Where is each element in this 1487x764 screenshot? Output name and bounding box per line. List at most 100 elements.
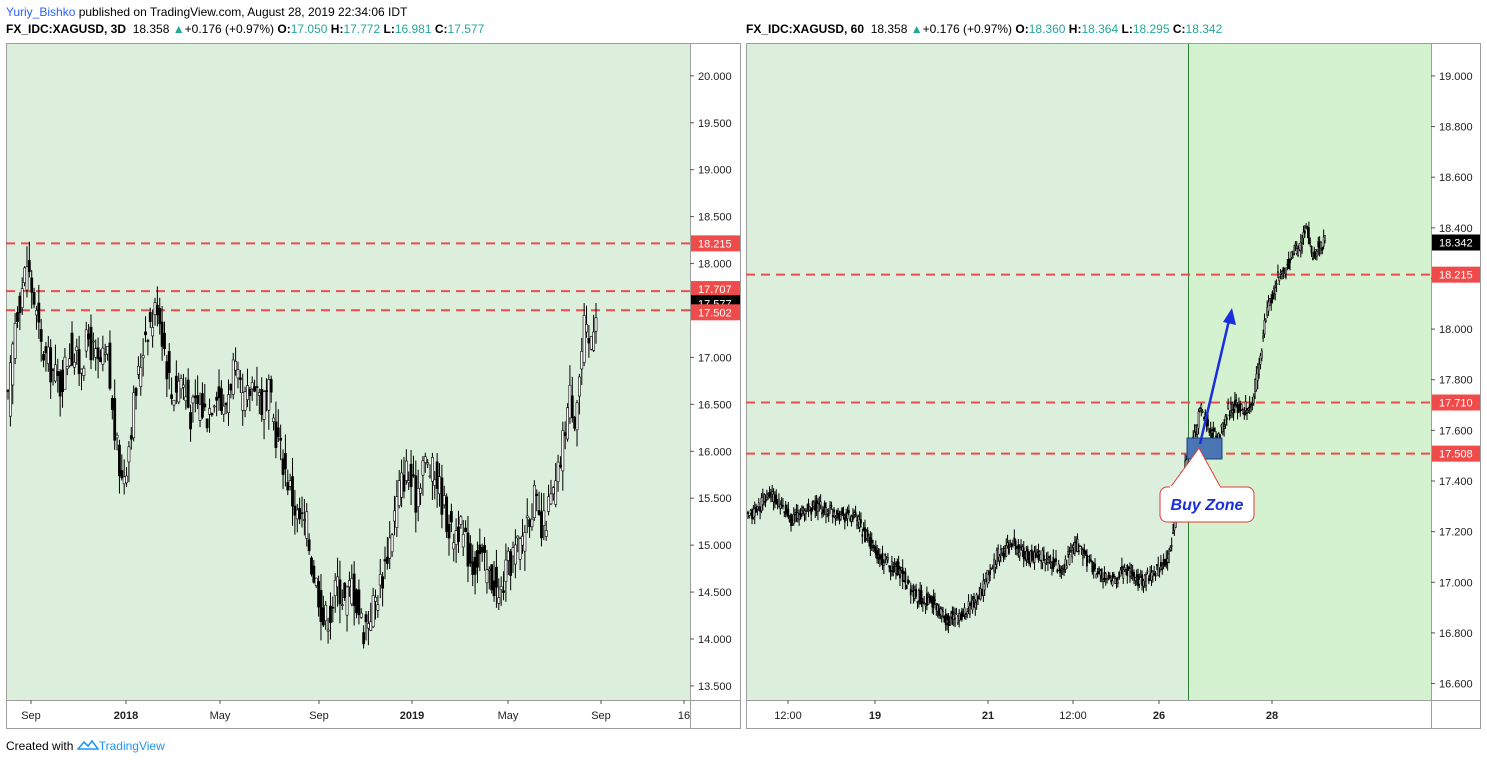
candle-body xyxy=(934,599,936,601)
chart2-symbol[interactable]: FX_IDC:XAGUSD, 60 xyxy=(746,22,865,36)
candle-body xyxy=(108,342,112,389)
price-tag-label: 17.710 xyxy=(1439,398,1473,410)
trend-arrow-line[interactable] xyxy=(1198,315,1232,445)
candle-body xyxy=(892,566,895,573)
candle-body xyxy=(817,503,819,513)
candle-body xyxy=(889,565,892,572)
price-tick-label: 19.500 xyxy=(698,118,732,130)
candle-body xyxy=(1022,547,1025,560)
candle-body xyxy=(464,527,467,533)
chart2-time-axis[interactable]: 12:00 19 21 12:00 26 28 xyxy=(774,700,1278,722)
chart1-price-axis[interactable]: 13.500 14.000 14.500 15.000 15.500 16.000 16.5… xyxy=(690,71,732,693)
candle-body xyxy=(1014,540,1017,550)
time-tick-label: May xyxy=(210,710,231,722)
candle-body xyxy=(784,504,787,515)
chart1-time-axis[interactable]: Sep 2018 May Sep 2019 May Sep 16 xyxy=(21,700,690,722)
candle-body xyxy=(46,346,50,365)
candle-body xyxy=(113,397,117,441)
buy-zone-rectangle[interactable] xyxy=(1186,437,1223,460)
candle-body xyxy=(919,590,922,605)
candle-body xyxy=(1026,548,1029,561)
time-tick-label: 28 xyxy=(1266,710,1278,722)
candle-body xyxy=(1252,395,1255,404)
candle-body xyxy=(556,461,560,483)
candle-body xyxy=(1317,241,1320,248)
candle-body xyxy=(77,349,81,375)
candle-body xyxy=(1197,411,1200,429)
candle-body xyxy=(1247,408,1250,411)
candle-body xyxy=(540,511,543,539)
candle-body xyxy=(1153,573,1156,575)
price-tag-label: 17.707 xyxy=(698,284,732,296)
candle-body xyxy=(1255,373,1258,391)
candle-body xyxy=(939,608,942,615)
candle-body xyxy=(895,566,897,574)
price-tag-box xyxy=(1432,266,1480,283)
candle-body xyxy=(1080,548,1083,550)
candle-body xyxy=(1299,241,1302,251)
candle-body xyxy=(838,514,841,519)
candle-body xyxy=(850,516,853,522)
candle-body xyxy=(234,361,238,371)
candle-body xyxy=(201,393,204,418)
chart2-highlight-region xyxy=(1188,43,1431,700)
candle-body xyxy=(1034,553,1037,558)
candle-body xyxy=(1250,403,1252,406)
candle-body xyxy=(1154,573,1157,577)
candle-body xyxy=(1242,409,1244,415)
candle-body xyxy=(383,559,387,562)
candle-body xyxy=(1141,574,1143,586)
candle-body xyxy=(177,380,181,403)
candle-body xyxy=(994,564,997,568)
candle-body xyxy=(1025,550,1028,561)
candle-body xyxy=(137,365,140,375)
candle-body xyxy=(1240,404,1243,411)
candle-body xyxy=(1127,566,1130,570)
chart1-symbol[interactable]: FX_IDC:XAGUSD, 3D xyxy=(6,22,127,36)
author-link[interactable]: Yuriy_Bishko xyxy=(6,5,76,19)
callout-joint xyxy=(1170,486,1220,489)
candle-body xyxy=(989,570,991,575)
candle-body xyxy=(1037,551,1040,560)
publish-line: Yuriy_Bishko published on TradingView.co… xyxy=(6,5,407,19)
candle-body xyxy=(975,594,978,602)
candle-body xyxy=(497,597,501,604)
candle-body xyxy=(1059,568,1061,574)
candle-body xyxy=(18,295,22,314)
candle-body xyxy=(807,503,810,510)
candle-body xyxy=(461,533,465,548)
candle-body xyxy=(127,446,131,463)
candle-body xyxy=(946,619,948,624)
candle-body xyxy=(835,510,838,515)
footer-brand[interactable]: TradingView xyxy=(98,739,165,753)
candle-body xyxy=(37,302,41,323)
candle-body xyxy=(8,362,12,417)
candle-body xyxy=(1295,248,1298,254)
candle-body xyxy=(1150,572,1153,581)
candle-body xyxy=(1068,554,1071,565)
chart2-up-arrow-icon: ▲ xyxy=(910,22,923,36)
candle-body xyxy=(276,427,280,438)
candle-body xyxy=(89,326,93,361)
candle-body xyxy=(1160,562,1162,567)
price-tick-label: 16.000 xyxy=(698,446,732,458)
candle-body xyxy=(1102,579,1104,582)
candle-body xyxy=(852,515,854,520)
candle-body xyxy=(184,396,188,402)
candle-body xyxy=(1018,551,1021,557)
candle-body xyxy=(6,390,10,392)
candle-body xyxy=(99,357,102,362)
candle-body xyxy=(594,317,598,332)
chart2-price-axis[interactable]: 16.600 16.800 17.000 17.200 17.400 17.600 17.8… xyxy=(1431,71,1473,691)
candle-body xyxy=(1108,575,1111,579)
candle-body xyxy=(880,555,883,559)
candle-body xyxy=(841,507,844,514)
candle-body xyxy=(847,509,850,514)
candle-body xyxy=(51,369,55,371)
candle-body xyxy=(1274,287,1277,295)
candle-body xyxy=(853,512,856,515)
candle-body xyxy=(1064,559,1067,570)
candle-body xyxy=(888,565,891,568)
candle-body xyxy=(1003,548,1006,552)
